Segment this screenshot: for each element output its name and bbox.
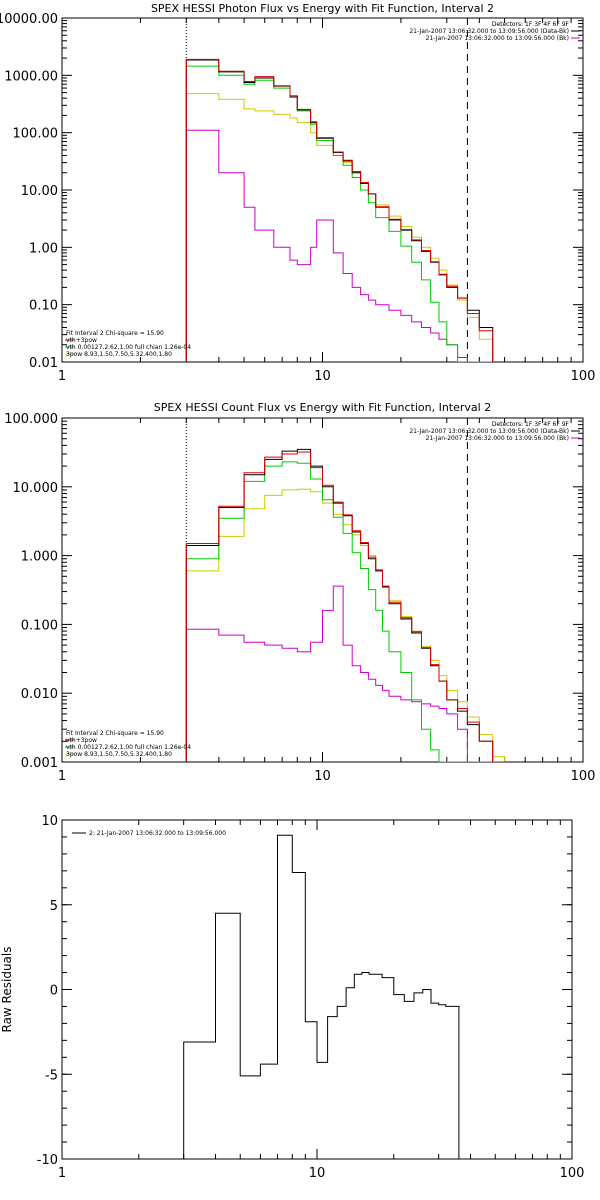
3pow-series bbox=[185, 488, 506, 762]
chart-title: SPEX HESSI Count Flux vs Energy with Fit… bbox=[154, 401, 491, 414]
legend-entry: 3pow 8.93,1.50,7.50,5.32,400,1.80 bbox=[66, 351, 172, 358]
y-tick-label: 10.000 bbox=[13, 481, 59, 496]
bk-series bbox=[185, 129, 493, 362]
count-flux-panel: SPEX HESSI Count Flux vs Energy with Fit… bbox=[4, 401, 596, 784]
x-tick-label: 1 bbox=[58, 369, 66, 384]
y-tick-label: 0.010 bbox=[21, 687, 58, 702]
legend-entry: 2: 21-Jan-2007 13:06:32.000 to 13:09:56.… bbox=[89, 830, 226, 837]
vth-series bbox=[185, 461, 505, 762]
legend-entry: vth 0.00127,2.62,1.00 full chian 1.26e-0… bbox=[66, 344, 191, 351]
legend-entry: 21-Jan-2007 13:06:32.000 to 13:09:56.000… bbox=[409, 28, 569, 35]
y-tick-label: 1000.00 bbox=[4, 69, 58, 84]
x-tick-label: 1 bbox=[58, 769, 66, 784]
series-group bbox=[185, 448, 506, 762]
y-tick-label: 100.00 bbox=[13, 127, 59, 142]
x-tick-label: 100 bbox=[571, 369, 596, 384]
legend-entry: vth+3pow bbox=[66, 737, 97, 744]
legend-entry: 3pow 8.93,1.50,7.50,5.32,400,1.80 bbox=[66, 751, 172, 758]
y-tick-label: 0.10 bbox=[29, 299, 58, 314]
legend-entry: 21-Jan-2007 13:06:32.000 to 13:09:56.000… bbox=[426, 435, 569, 442]
data-bk-series bbox=[185, 448, 505, 762]
legend-entry: Fit Interval 2 Chi-square = 15.90 bbox=[66, 330, 164, 337]
x-tick-label: 10 bbox=[314, 769, 331, 784]
y-tick-label: -10 bbox=[37, 1153, 58, 1168]
chart-title: SPEX HESSI Photon Flux vs Energy with Fi… bbox=[151, 2, 494, 15]
x-tick-label: 100 bbox=[560, 1166, 585, 1181]
y-tick-label: 0.100 bbox=[21, 618, 58, 633]
legend-entry: Fit Interval 2 Chi-square = 15.90 bbox=[66, 730, 164, 737]
legend-entry: Detectors: 1F 3F 4F 6F 9F bbox=[492, 421, 570, 428]
plot-frame bbox=[61, 819, 573, 1160]
y-tick-label: 1.000 bbox=[21, 550, 58, 565]
x-tick-label: 1 bbox=[58, 1166, 66, 1181]
series-group bbox=[185, 58, 494, 362]
legend-entry: 21-Jan-2007 13:06:32.000 to 13:09:56.000… bbox=[409, 428, 569, 435]
legend-entry: vth+3pow bbox=[66, 337, 97, 344]
y-tick-label: 10.00 bbox=[21, 184, 58, 199]
y-tick-label: -5 bbox=[45, 1068, 58, 1083]
x-tick-label: 100 bbox=[571, 769, 596, 784]
y-tick-label: 0 bbox=[50, 984, 58, 999]
series-group bbox=[183, 834, 460, 1159]
vth-3pow-series bbox=[185, 451, 505, 762]
vth-series bbox=[185, 65, 493, 362]
data-bk-series bbox=[185, 59, 494, 362]
residuals-series bbox=[183, 834, 460, 1159]
residuals-panel: Raw Residuals 1 10 100 -10 -5 0 5 10 2: 21-Jan-20… bbox=[0, 814, 585, 1181]
y-tick-label: 100.000 bbox=[4, 412, 58, 427]
y-axis-label: Raw Residuals bbox=[0, 947, 14, 1033]
legend-entry: vth 0.00127,2.62,1.00 full chian 1.26e-0… bbox=[66, 744, 191, 751]
y-tick-label: 5 bbox=[50, 899, 58, 914]
y-tick-label: 0.001 bbox=[21, 756, 58, 771]
plot-frame bbox=[61, 17, 584, 363]
y-tick-label: 10 bbox=[41, 814, 58, 829]
x-tick-label: 10 bbox=[314, 369, 331, 384]
legend-entry: 21-Jan-2007 13:06:32.000 to 13:09:56.000… bbox=[426, 35, 569, 42]
x-tick-label: 10 bbox=[309, 1166, 326, 1181]
y-tick-label: 0.01 bbox=[29, 356, 58, 371]
y-tick-label: 10000.00 bbox=[0, 12, 58, 27]
vth-3pow-series bbox=[185, 58, 494, 362]
y-tick-label: 1.00 bbox=[29, 241, 58, 256]
legend-entry: Detectors: 1F 3F 4F 6F 9F bbox=[492, 21, 570, 28]
photon-flux-panel: SPEX HESSI Photon Flux vs Energy with Fi… bbox=[0, 2, 596, 384]
bk-series bbox=[185, 585, 505, 762]
